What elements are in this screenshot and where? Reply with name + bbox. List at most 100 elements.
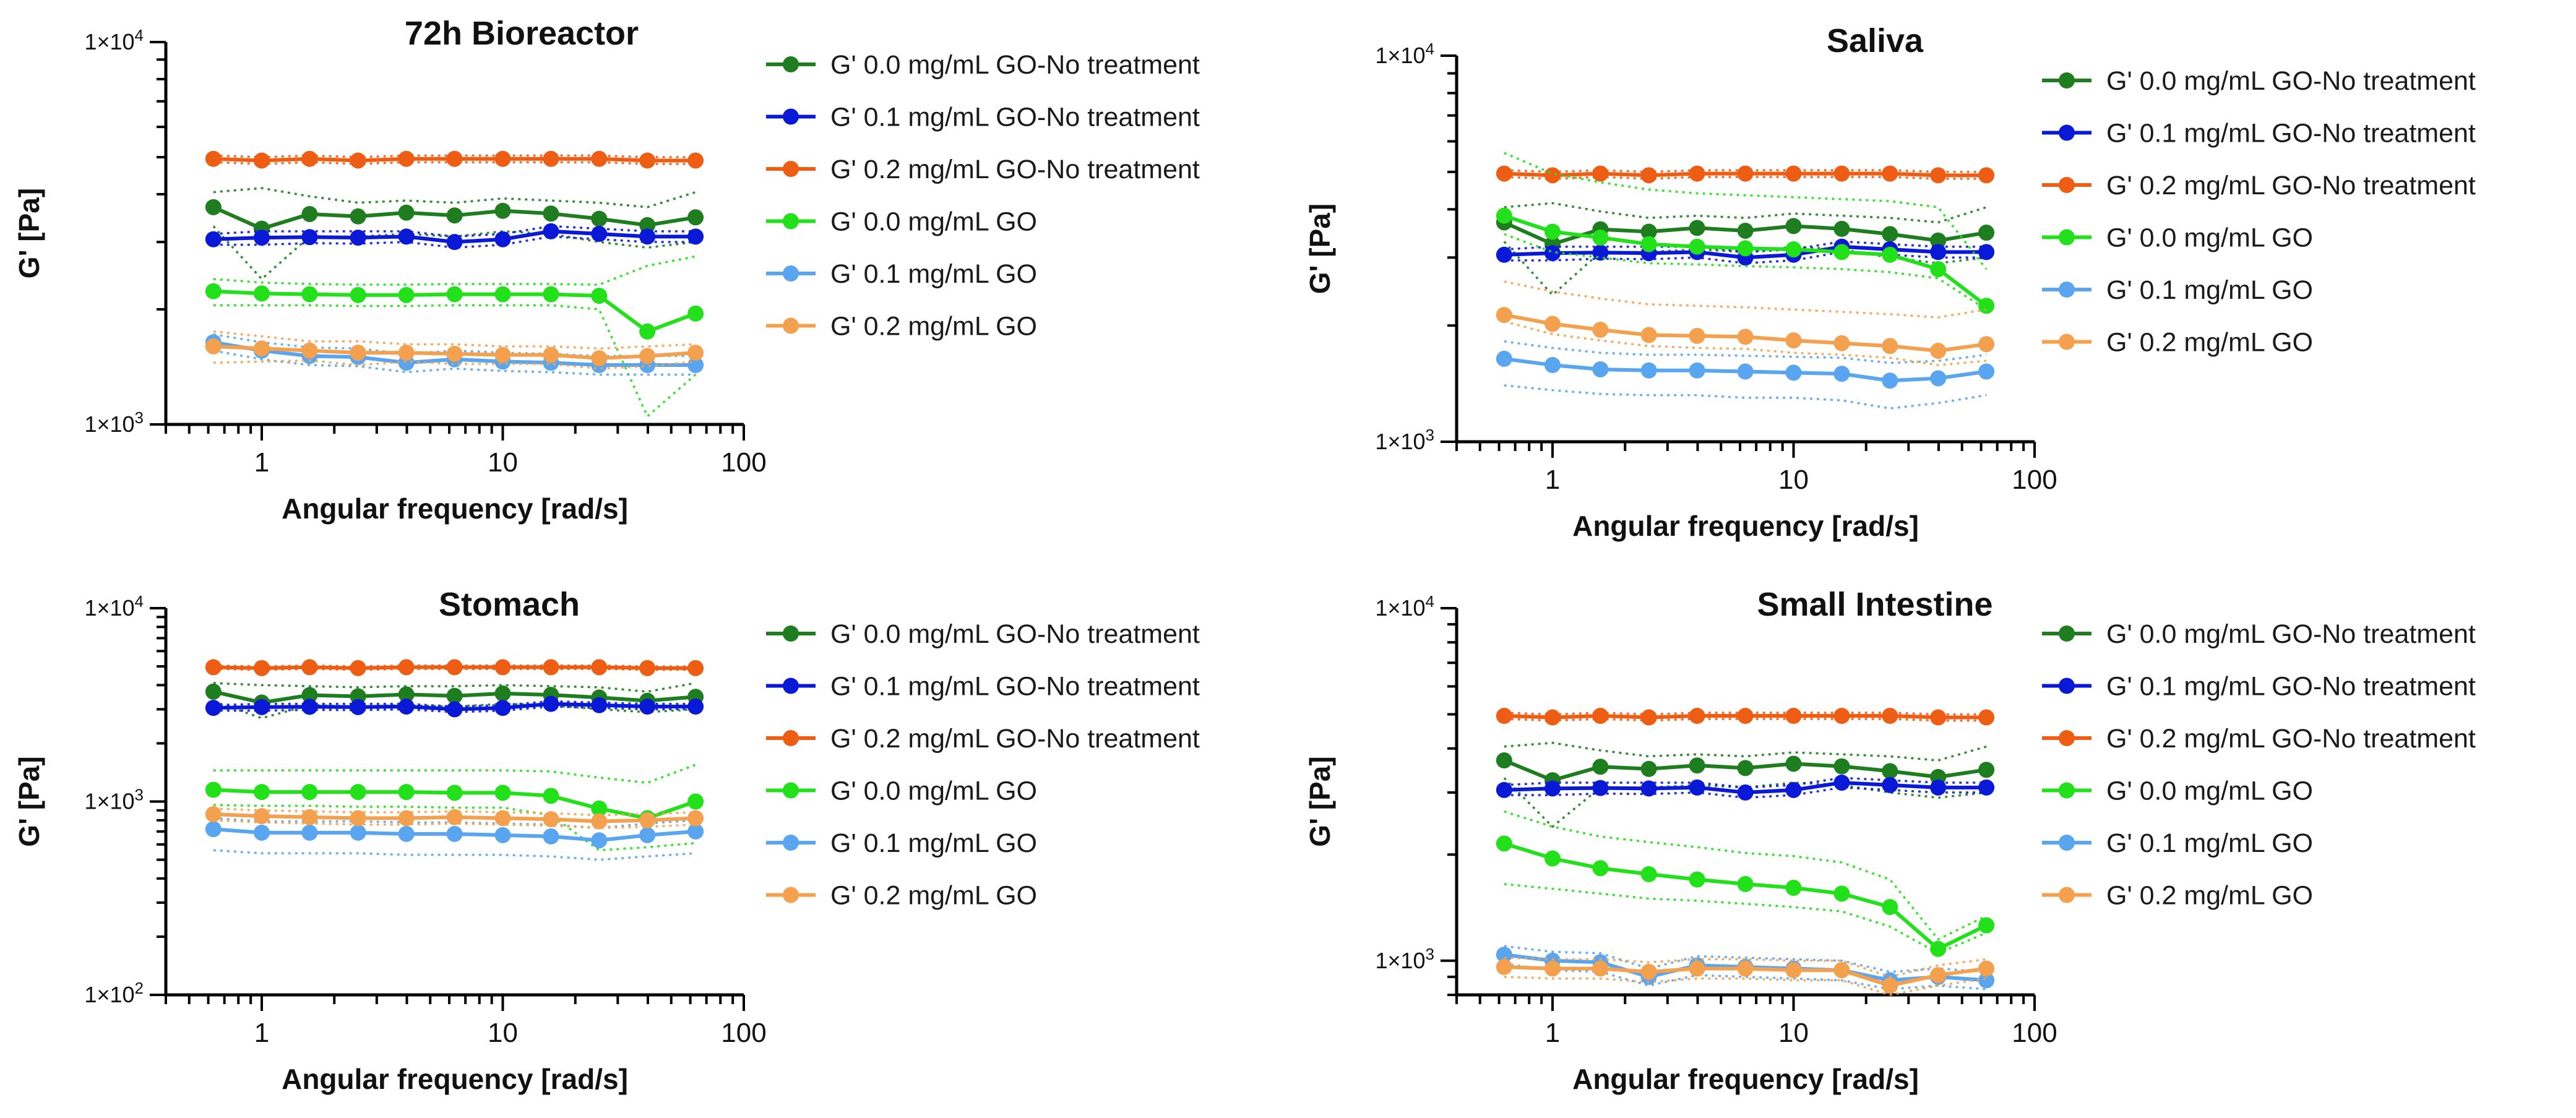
data-point [253, 340, 270, 357]
data-point [446, 207, 463, 224]
data-point [446, 785, 463, 801]
data-point [1930, 244, 1947, 260]
legend-marker [783, 108, 799, 125]
data-point [205, 806, 222, 822]
y-tick-label: 1×103 [84, 786, 144, 814]
data-point [1882, 246, 1898, 263]
legend-entry: G' 0.0 mg/mL GO [2042, 776, 2313, 806]
data-point [1496, 781, 1512, 798]
legend-label: G' 0.0 mg/mL GO-No treatment [2106, 619, 2476, 649]
error-band-upper [1504, 240, 1987, 254]
error-band-upper [213, 330, 696, 350]
series [1496, 810, 1995, 957]
chart-title: Small Intestine [1757, 586, 1992, 623]
data-point [1737, 165, 1754, 182]
data-point [687, 357, 704, 374]
data-point [591, 226, 608, 243]
data-point [350, 152, 366, 169]
data-point [494, 810, 511, 827]
legend-entry: G' 0.1 mg/mL GO [2042, 275, 2313, 305]
data-point [301, 229, 318, 246]
data-point [494, 346, 511, 363]
data-point [639, 698, 656, 715]
data-point [494, 785, 511, 801]
data-point [1882, 708, 1898, 725]
legend-marker [2059, 124, 2075, 141]
error-band-upper [1504, 776, 1987, 789]
legend-label: G' 0.0 mg/mL GO [830, 207, 1037, 237]
data-point [350, 208, 366, 225]
data-point [1930, 779, 1947, 796]
data-point [1833, 335, 1850, 351]
data-point [205, 683, 222, 700]
data-point [1978, 298, 1995, 314]
legend-marker [783, 161, 799, 177]
x-tick-label: 10 [1778, 465, 1809, 495]
data-point [1592, 759, 1609, 775]
legend-entry: G' 0.2 mg/mL GO-No treatment [2042, 171, 2476, 200]
data-point [1640, 760, 1657, 777]
data-point [494, 286, 511, 303]
data-point [205, 338, 222, 355]
data-point [1640, 223, 1657, 240]
data-point [1785, 755, 1802, 772]
data-point [1882, 226, 1898, 243]
series [205, 763, 704, 851]
data-point [205, 283, 222, 299]
data-point [350, 230, 366, 246]
legend-entry: G' 0.0 mg/mL GO-No treatment [766, 50, 1200, 80]
chart-title: 72h Bioreactor [405, 15, 639, 52]
data-point [253, 660, 270, 676]
data-point [1882, 899, 1898, 916]
error-band-lower [213, 359, 696, 370]
data-point [543, 205, 559, 222]
data-point [1833, 244, 1850, 260]
error-band-upper [213, 700, 696, 708]
error-band-lower [213, 235, 696, 249]
x-axis-label: Angular frequency [rad/s] [1572, 1063, 1919, 1095]
data-point [1689, 871, 1705, 888]
x-tick-label: 10 [488, 1018, 518, 1048]
data-point [494, 202, 511, 219]
series [1496, 152, 1995, 314]
x-tick-label: 100 [721, 1018, 766, 1048]
data-point [205, 231, 222, 247]
legend-label: G' 0.2 mg/mL GO-No treatment [830, 155, 1200, 184]
data-point [1978, 336, 1995, 353]
data-point [1930, 343, 1947, 359]
data-point [1640, 362, 1657, 379]
data-point [205, 781, 222, 798]
data-point [1496, 835, 1512, 852]
data-point [446, 825, 463, 842]
data-point [1882, 372, 1898, 389]
data-point [494, 827, 511, 843]
legend-label: G' 0.2 mg/mL GO [2106, 328, 2313, 358]
data-point [591, 832, 608, 849]
error-band-lower [213, 349, 696, 376]
data-point [1544, 709, 1561, 726]
data-point [1544, 223, 1561, 240]
series [205, 223, 704, 251]
data-point [1930, 370, 1947, 387]
data-point [398, 698, 415, 715]
data-point [1592, 361, 1609, 377]
data-point [687, 823, 704, 840]
data-point [1978, 960, 1995, 977]
x-tick-label: 100 [2012, 1018, 2057, 1048]
data-point [687, 660, 704, 676]
data-point [543, 695, 559, 712]
data-point [1496, 958, 1512, 975]
data-point [1496, 708, 1512, 725]
chart-panel: 1 10 100 1×102 1×103 1×104 Angular frequency [… [13, 586, 1200, 1095]
legend-entry: G' 0.1 mg/mL GO-No treatment [766, 672, 1200, 702]
y-tick-label: 1×103 [1375, 426, 1434, 454]
data-point [1496, 307, 1512, 324]
legend-label: G' 0.2 mg/mL GO-No treatment [2106, 724, 2476, 754]
legend-marker [2059, 626, 2075, 642]
data-point [301, 824, 318, 841]
y-axis-label: G' [Pa] [13, 756, 45, 846]
legend-entry: G' 0.0 mg/mL GO [2042, 223, 2313, 253]
legend-marker [2059, 730, 2075, 746]
data-point [494, 700, 511, 716]
data-point [1785, 364, 1802, 381]
